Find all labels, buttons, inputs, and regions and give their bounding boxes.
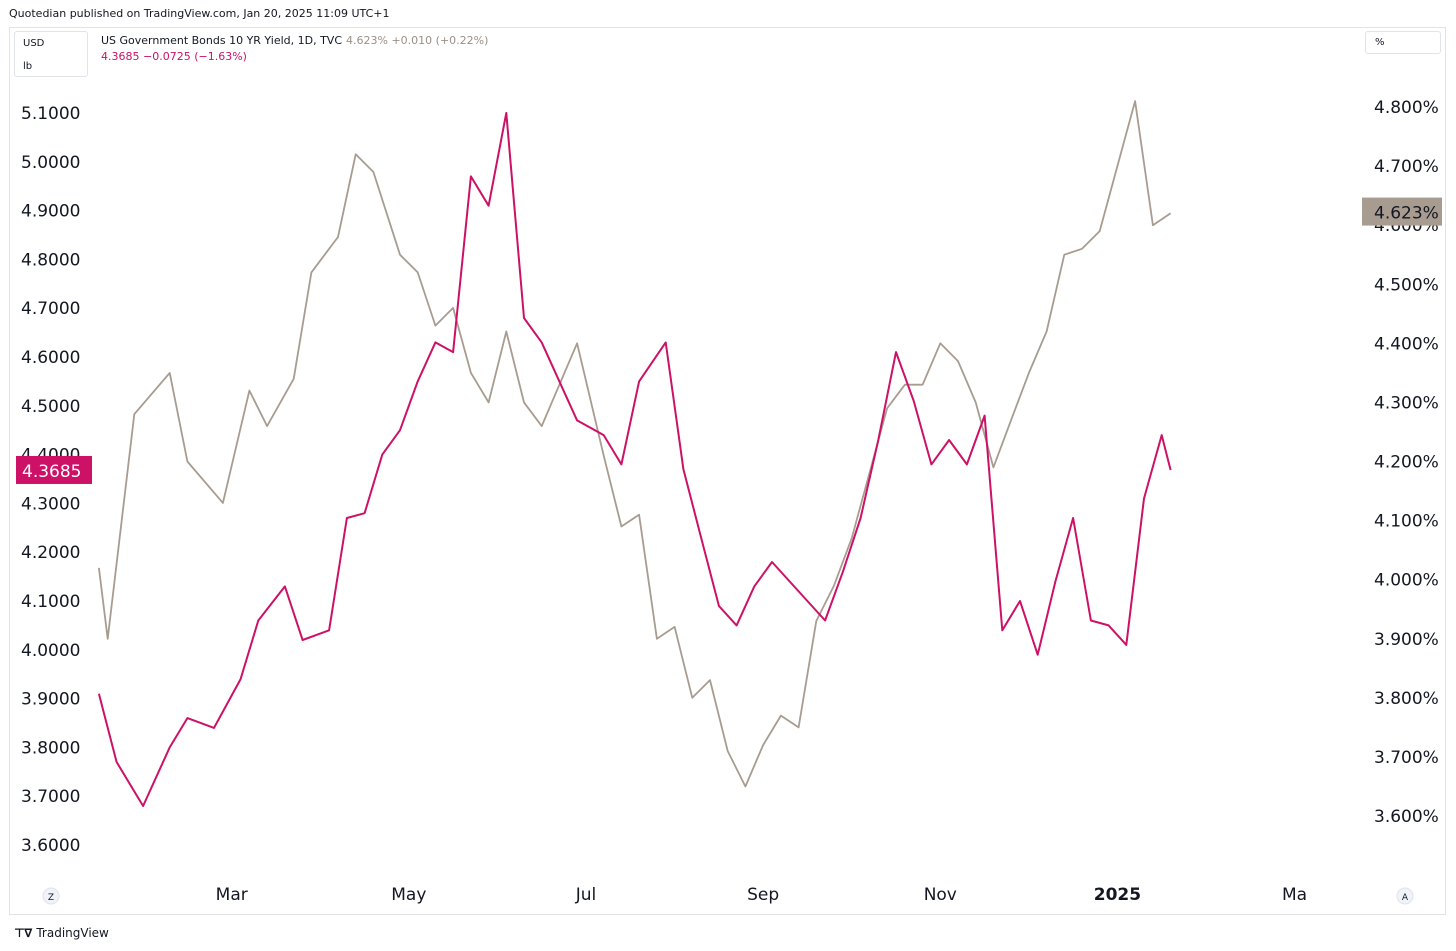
- left-axis-tick-label: 3.9000: [21, 690, 80, 710]
- tradingview-logo-icon: ⊤∇: [14, 926, 32, 940]
- right-axis-tick-label: 4.800%: [1374, 98, 1439, 118]
- legend-series2[interactable]: 4.3685 −0.0725 (−1.63%): [101, 50, 247, 63]
- left-axis-tick-label: 3.8000: [21, 738, 80, 758]
- left-axis-tick-label: 4.8000: [21, 250, 80, 270]
- copper-series-line: [97, 112, 1172, 807]
- legend-series1-title: US Government Bonds 10 YR Yield, 1D, TVC: [101, 34, 343, 47]
- left-axis-tick-label: 5.0000: [21, 153, 80, 173]
- right-axis-tick-label: 3.800%: [1374, 689, 1439, 709]
- auto-scale-button[interactable]: [1396, 887, 1414, 905]
- chart-frame: [9, 27, 1446, 915]
- zoom-axis-button-label: Z: [48, 893, 54, 903]
- x-axis-tick-label: Ma: [1282, 885, 1307, 905]
- copper-last-value-badge: [16, 455, 92, 484]
- left-axis-tick-label: 3.6000: [21, 836, 80, 856]
- x-axis-tick-label: Nov: [924, 885, 957, 905]
- left-axis-tick-label: 4.6000: [21, 348, 80, 368]
- right-axis-tick-label: 4.700%: [1374, 157, 1439, 177]
- yield-last-value-label: 4.623%: [1374, 204, 1439, 224]
- right-axis-tick-label: 4.300%: [1374, 393, 1439, 413]
- left-axis-tick-label: 4.5000: [21, 397, 80, 417]
- right-axis-tick-label: 3.700%: [1374, 748, 1439, 768]
- unit-label: lb: [23, 61, 33, 72]
- left-axis-tick-label: 4.0000: [21, 641, 80, 661]
- left-axis-tick-label: 5.1000: [21, 104, 80, 124]
- left-unit-selector[interactable]: USD lb: [14, 31, 88, 77]
- right-axis-tick-label: 3.900%: [1374, 630, 1439, 650]
- x-axis-tick-label: Jul: [575, 885, 597, 905]
- copper-last-value-label: 4.3685: [22, 462, 81, 482]
- right-axis-tick-label: 4.200%: [1374, 453, 1439, 473]
- left-axis-tick-label: 4.1000: [21, 592, 80, 612]
- footer: ⊤∇ TradingView: [14, 926, 109, 940]
- right-axis-tick-label: 4.000%: [1374, 571, 1439, 591]
- zoom-axis-button[interactable]: [42, 887, 60, 905]
- right-axis-tick-label: 4.100%: [1374, 512, 1439, 532]
- x-axis-tick-label: 2025: [1094, 885, 1141, 905]
- right-axis-tick-label: 4.500%: [1374, 275, 1439, 295]
- right-unit-selector[interactable]: %: [1365, 31, 1441, 54]
- footer-brand: TradingView: [36, 926, 109, 940]
- x-axis-tick-label: May: [391, 885, 426, 905]
- left-axis-tick-label: 3.7000: [21, 787, 80, 807]
- left-axis-tick-label: 4.3000: [21, 494, 80, 514]
- publish-header: Quotedian published on TradingView.com, …: [9, 7, 390, 20]
- right-axis-tick-label: 3.600%: [1374, 807, 1439, 827]
- left-axis-tick-label: 4.2000: [21, 543, 80, 563]
- right-axis-tick-label: 4.400%: [1374, 334, 1439, 354]
- auto-scale-button-label: A: [1402, 893, 1409, 903]
- left-axis-tick-label: 4.9000: [21, 202, 80, 222]
- currency-label: USD: [23, 38, 45, 49]
- x-axis-tick-label: Mar: [216, 885, 248, 905]
- yield-series-line: [98, 100, 1172, 788]
- x-axis-tick-label: Sep: [747, 885, 779, 905]
- legend-series1-values: 4.623% +0.010 (+0.22%): [346, 34, 489, 47]
- left-axis-tick-label: 4.7000: [21, 299, 80, 319]
- legend-series1[interactable]: US Government Bonds 10 YR Yield, 1D, TVC…: [101, 34, 488, 47]
- legend-series2-values: 4.3685 −0.0725 (−1.63%): [101, 50, 247, 63]
- yield-last-value-badge: [1362, 197, 1442, 226]
